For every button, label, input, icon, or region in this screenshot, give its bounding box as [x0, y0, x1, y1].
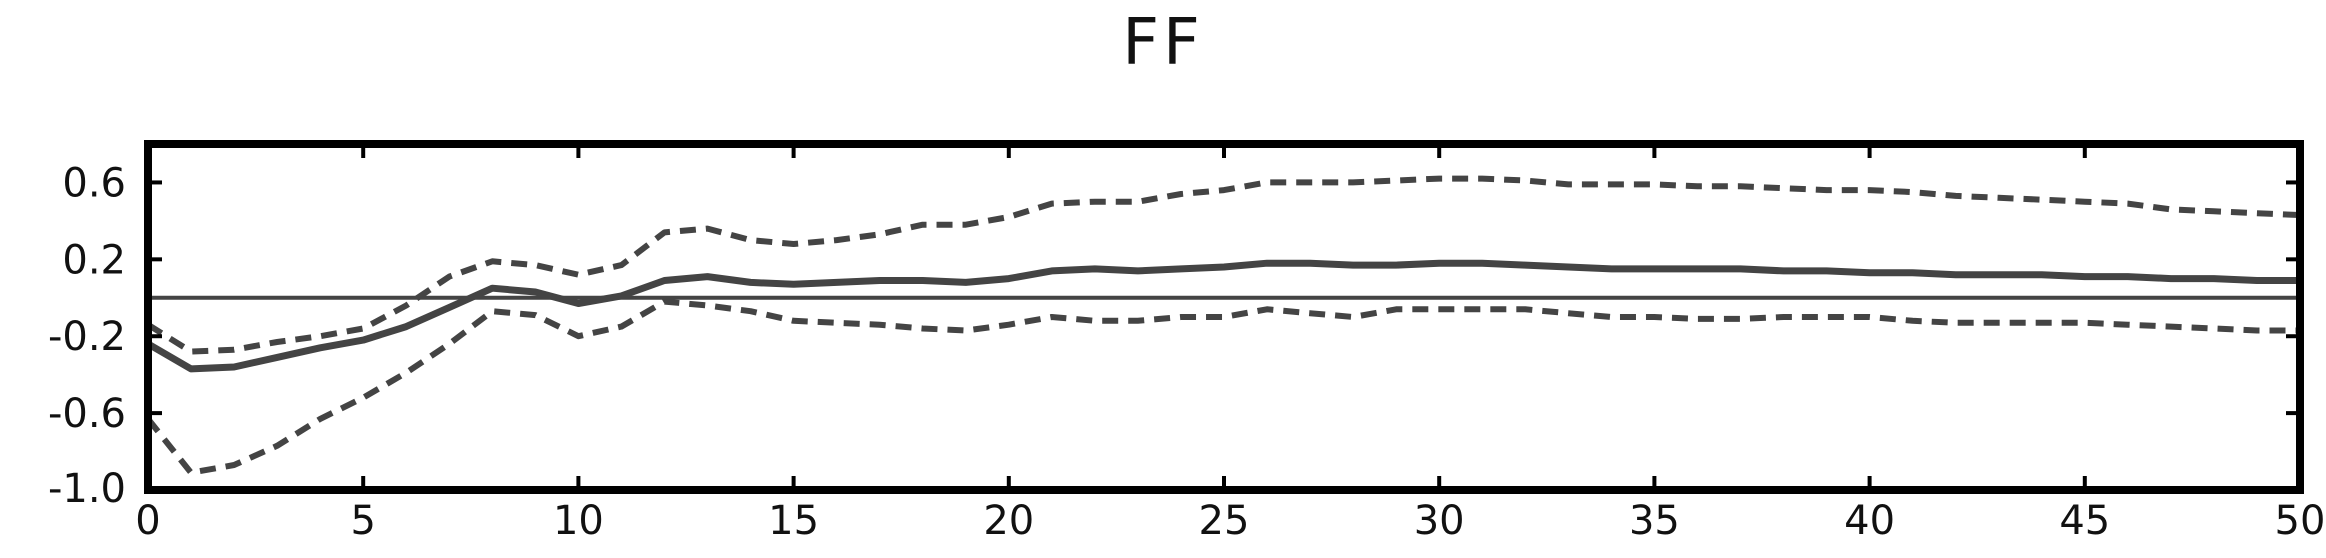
- y-tick-label: -1.0: [48, 466, 126, 512]
- series-line-band-2: [145, 298, 2300, 476]
- x-tick-label: 30: [1414, 498, 1465, 544]
- x-tick-label: 50: [2275, 498, 2326, 544]
- y-tick-label: -0.2: [48, 314, 126, 360]
- x-tick-label: 45: [2059, 498, 2110, 544]
- x-tick-label: 15: [768, 498, 819, 544]
- x-tick-label: 5: [350, 498, 375, 544]
- x-tick-label: 25: [1199, 498, 1250, 544]
- x-tick-label: 10: [553, 498, 604, 544]
- x-tick-label: 20: [983, 498, 1034, 544]
- series-line-estimate-0: [146, 259, 2300, 373]
- y-tick-label: 0.6: [62, 160, 126, 206]
- x-axis-ticks: 0 5 10 15 20 25 30 35 40 45 50: [135, 144, 2325, 544]
- series-layer: [145, 175, 2301, 476]
- y-axis-ticks: 0.6 0.2 -0.2 -0.6 -1.0: [48, 160, 2300, 512]
- y-tick-label: -0.6: [48, 391, 126, 437]
- x-tick-label: 40: [1844, 498, 1895, 544]
- series-line-band-1: [146, 175, 2301, 355]
- chart-title: FF: [1122, 6, 1204, 80]
- x-tick-label: 0: [135, 498, 160, 544]
- y-tick-label: 0.2: [62, 237, 126, 283]
- x-tick-label: 35: [1629, 498, 1680, 544]
